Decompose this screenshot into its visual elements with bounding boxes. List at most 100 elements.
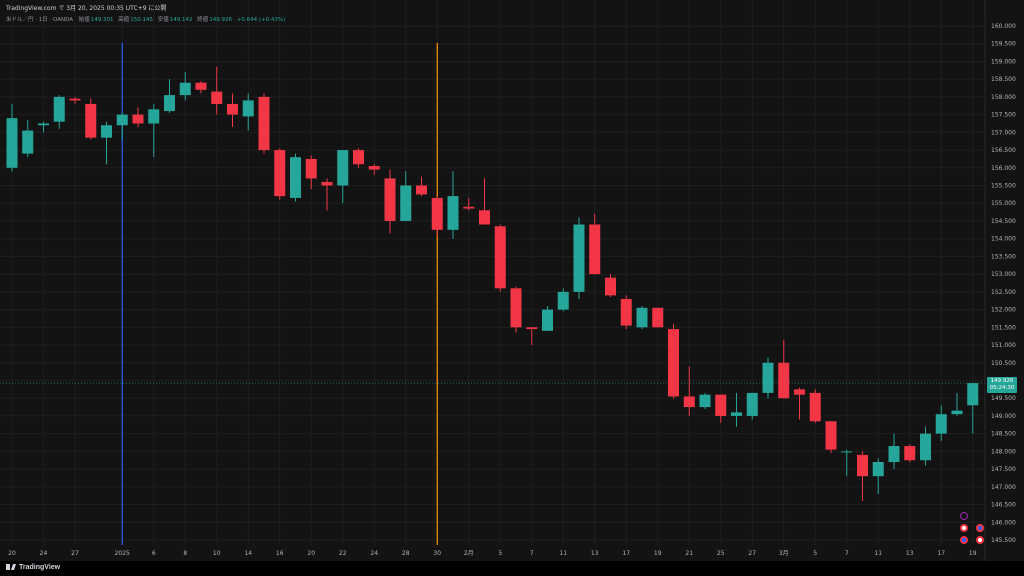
candle[interactable]	[542, 306, 553, 331]
candle[interactable]	[85, 98, 97, 140]
candle-body	[321, 181, 333, 186]
y-tick-label: 152.000	[991, 307, 1016, 314]
candle[interactable]	[53, 95, 65, 129]
candle[interactable]	[872, 458, 884, 494]
candle[interactable]	[431, 196, 443, 237]
candle[interactable]	[447, 171, 459, 239]
y-tick-label: 149.000	[991, 413, 1016, 420]
candle[interactable]	[227, 93, 238, 128]
candle[interactable]	[494, 224, 506, 292]
candle[interactable]	[258, 93, 270, 154]
candle[interactable]	[746, 392, 758, 420]
y-tick-label: 145.500	[991, 537, 1016, 544]
candle[interactable]	[195, 80, 207, 94]
candle[interactable]	[809, 389, 821, 424]
candle[interactable]	[683, 366, 695, 416]
candle-body	[148, 109, 160, 124]
candle-body	[794, 389, 805, 395]
symbol-label[interactable]: 米ドル／円 · 1日 · OANDA	[6, 17, 73, 23]
candlestick-chart[interactable]: 160.000 159.500 159.000 158.500 158.000 157.5…	[0, 0, 1024, 561]
candle[interactable]	[305, 155, 317, 190]
x-tick-label: 17	[622, 550, 630, 557]
x-tick-label: 30	[433, 550, 441, 557]
candle[interactable]	[731, 392, 742, 427]
candle[interactable]	[368, 164, 380, 175]
candle[interactable]	[888, 433, 900, 470]
high-label: 高値	[118, 17, 130, 23]
candle[interactable]	[290, 153, 301, 202]
candle-body	[605, 277, 616, 296]
candle[interactable]	[274, 148, 286, 200]
y-tick-label: 157.000	[991, 129, 1016, 136]
candle[interactable]	[699, 392, 711, 409]
candle[interactable]	[38, 121, 49, 133]
y-tick-label: 159.500	[991, 41, 1016, 48]
candle[interactable]	[463, 197, 475, 211]
tradingview-logo[interactable]: TradingView	[6, 564, 60, 571]
x-tick-label: 24	[40, 550, 48, 557]
candle[interactable]	[69, 96, 81, 104]
last-price-tag: 149.926 05:24:30	[987, 377, 1017, 394]
x-tick-label: 22	[339, 550, 347, 557]
y-tick-label: 156.500	[991, 147, 1016, 154]
us-flag-icon[interactable]	[976, 524, 984, 532]
y-tick-label: 149.500	[991, 395, 1016, 402]
candle[interactable]	[353, 148, 364, 168]
lightning-event-icon[interactable]	[960, 512, 968, 520]
candle[interactable]	[778, 339, 790, 399]
candle[interactable]	[510, 286, 522, 333]
candle[interactable]	[416, 176, 427, 197]
candle-body	[589, 224, 601, 275]
candle[interactable]	[857, 451, 868, 502]
candle[interactable]	[101, 121, 112, 165]
candle[interactable]	[589, 213, 601, 275]
y-tick-label: 152.500	[991, 289, 1016, 296]
candle-body	[6, 118, 18, 168]
candle[interactable]	[573, 217, 585, 299]
candles	[6, 66, 979, 502]
candle[interactable]	[132, 107, 144, 128]
event-flag-icon[interactable]	[976, 536, 984, 544]
candle-body	[668, 329, 679, 397]
candle[interactable]	[479, 178, 490, 225]
candle[interactable]	[22, 119, 34, 158]
candle[interactable]	[636, 306, 648, 330]
candle[interactable]	[715, 394, 727, 424]
candle[interactable]	[148, 103, 160, 158]
candle-body	[368, 166, 380, 170]
candle[interactable]	[951, 392, 963, 416]
candle[interactable]	[652, 307, 664, 328]
candle[interactable]	[211, 66, 223, 115]
candle[interactable]	[400, 171, 412, 221]
candle[interactable]	[668, 323, 679, 399]
close-label: 終値	[197, 17, 209, 23]
candle-body	[762, 362, 774, 393]
us-flag-icon[interactable]	[960, 536, 968, 544]
candle[interactable]	[321, 178, 333, 211]
candle[interactable]	[179, 72, 191, 101]
candle[interactable]	[620, 295, 632, 330]
y-tick-label: 146.500	[991, 502, 1016, 509]
candle[interactable]	[935, 405, 947, 441]
candle[interactable]	[605, 274, 616, 298]
candle[interactable]	[825, 421, 837, 454]
candle[interactable]	[164, 79, 175, 113]
candle[interactable]	[762, 357, 774, 399]
candle[interactable]	[384, 169, 396, 234]
candle[interactable]	[841, 449, 853, 477]
candle[interactable]	[920, 426, 931, 466]
candle[interactable]	[794, 387, 805, 420]
candle-body	[447, 196, 459, 230]
candle[interactable]	[6, 103, 18, 172]
x-tick-label: 11	[874, 550, 882, 557]
candle[interactable]	[967, 383, 979, 434]
candle[interactable]	[557, 288, 569, 312]
candle[interactable]	[116, 112, 128, 140]
event-flag-icon[interactable]	[960, 524, 968, 532]
candle[interactable]	[337, 150, 349, 204]
candle[interactable]	[904, 444, 916, 463]
candle[interactable]	[526, 327, 538, 346]
candle-body	[636, 307, 648, 328]
candle-body	[479, 210, 490, 225]
candle[interactable]	[242, 93, 254, 131]
